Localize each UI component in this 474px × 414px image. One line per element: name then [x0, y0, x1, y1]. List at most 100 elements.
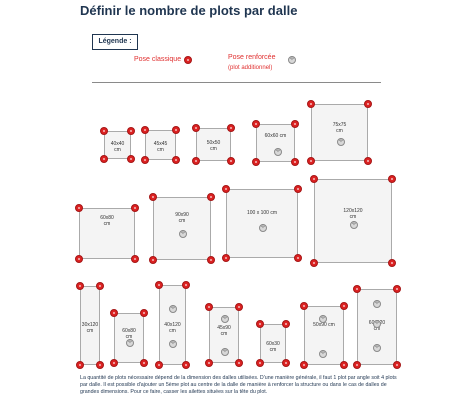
grey-pad-icon [288, 56, 296, 64]
reinforced-pad-icon [169, 305, 177, 313]
tile-50x50: 50x50 cm [196, 128, 231, 161]
corner-pad-icon [96, 361, 104, 369]
corner-pad-icon [75, 204, 83, 212]
page-title: Définir le nombre de plots par dalle [80, 3, 298, 18]
corner-pad-icon [300, 361, 308, 369]
tile-label: 60x60 cm [264, 133, 287, 139]
corner-pad-icon [75, 255, 83, 263]
corner-pad-icon [182, 361, 190, 369]
corner-pad-icon [227, 157, 235, 165]
reinforced-pad-icon [179, 230, 187, 238]
tile-60x30: 60x30 cm [260, 324, 286, 363]
reinforced-pad-icon [337, 138, 345, 146]
corner-pad-icon [205, 359, 213, 367]
reinforced-pad-icon [169, 340, 177, 348]
corner-pad-icon [110, 359, 118, 367]
tile-60x120: 60x120cm [357, 289, 397, 365]
corner-pad-icon [96, 282, 104, 290]
corner-pad-icon [307, 100, 315, 108]
tile-45x90: 45x90 cm [209, 307, 239, 363]
corner-pad-icon [149, 256, 157, 264]
corner-pad-icon [76, 361, 84, 369]
legend-heading: Légende : [92, 34, 138, 50]
tile-label: 60x80 cm [122, 328, 136, 340]
corner-pad-icon [100, 155, 108, 163]
tile-90x90: 90x90 cm [153, 197, 211, 260]
corner-pad-icon [207, 256, 215, 264]
tile-60x60: 60x60 cm [256, 124, 295, 162]
tile-50x90: 50x90 cm [304, 306, 344, 365]
corner-pad-icon [172, 126, 180, 134]
tile-60x80b: 60x80 cm [114, 313, 144, 363]
corner-pad-icon [127, 127, 135, 135]
corner-pad-icon [127, 155, 135, 163]
reinforced-pad-icon [319, 350, 327, 358]
corner-pad-icon [310, 175, 318, 183]
reinforced-pad-icon [373, 344, 381, 352]
corner-pad-icon [353, 361, 361, 369]
tile-label: 100 x 100 cm [246, 210, 278, 216]
corner-pad-icon [353, 285, 361, 293]
tile-label: 120x120 cm [343, 208, 363, 220]
reinforced-pad-icon [221, 315, 229, 323]
tile-45x45: 45x45 cm [145, 130, 176, 160]
tile-label: 45x45 cm [153, 141, 168, 153]
corner-pad-icon [131, 255, 139, 263]
tile-label: 50x90 cm [313, 322, 335, 328]
reinforced-pad-icon [350, 221, 358, 229]
legend-reinforced-label: Pose renforcée [228, 54, 276, 61]
corner-pad-icon [140, 359, 148, 367]
corner-pad-icon [192, 124, 200, 132]
tile-label: 50x50 cm [206, 140, 221, 152]
tile-label: 60x30 cm [266, 341, 280, 353]
corner-pad-icon [310, 259, 318, 267]
corner-pad-icon [207, 193, 215, 201]
corner-pad-icon [149, 193, 157, 201]
corner-pad-icon [76, 282, 84, 290]
corner-pad-icon [252, 158, 260, 166]
corner-pad-icon [222, 185, 230, 193]
tile-label: 30x120 cm [81, 322, 99, 334]
corner-pad-icon [388, 175, 396, 183]
corner-pad-icon [294, 185, 302, 193]
corner-pad-icon [235, 303, 243, 311]
corner-pad-icon [227, 124, 235, 132]
reinforced-pad-icon [373, 300, 381, 308]
tile-label: 40x40 cm [110, 141, 125, 153]
legend-classic-label: Pose classique [134, 56, 182, 63]
corner-pad-icon [182, 281, 190, 289]
corner-pad-icon [294, 254, 302, 262]
corner-pad-icon [252, 120, 260, 128]
corner-pad-icon [256, 359, 264, 367]
corner-pad-icon [141, 156, 149, 164]
corner-pad-icon [110, 309, 118, 317]
corner-pad-icon [141, 126, 149, 134]
tile-30x120: 30x120 cm [80, 286, 100, 365]
tile-label: 40x120 cm [164, 322, 181, 334]
tile-label: 75x75 cm [332, 122, 347, 134]
corner-pad-icon [364, 157, 372, 165]
corner-pad-icon [364, 100, 372, 108]
tile-label: 60x80 cm [100, 215, 114, 227]
tile-100x100: 100 x 100 cm [226, 189, 298, 258]
corner-pad-icon [300, 302, 308, 310]
tile-label: 90x90 cm [175, 212, 189, 224]
red-pad-icon [184, 56, 192, 64]
corner-pad-icon [155, 361, 163, 369]
corner-pad-icon [307, 157, 315, 165]
tile-40x120: 40x120 cm [159, 285, 186, 365]
corner-pad-icon [340, 361, 348, 369]
corner-pad-icon [282, 320, 290, 328]
corner-pad-icon [291, 120, 299, 128]
reinforced-pad-icon [259, 224, 267, 232]
corner-pad-icon [140, 309, 148, 317]
legend-reinforced-note: (plot additionnel) [228, 65, 273, 71]
corner-pad-icon [282, 359, 290, 367]
corner-pad-icon [222, 254, 230, 262]
corner-pad-icon [155, 281, 163, 289]
tile-120x120: 120x120 cm [314, 179, 392, 263]
corner-pad-icon [172, 156, 180, 164]
corner-pad-icon [235, 359, 243, 367]
explanation-paragraph: La quantité de plots nécessaire dépend d… [80, 375, 397, 395]
corner-pad-icon [205, 303, 213, 311]
